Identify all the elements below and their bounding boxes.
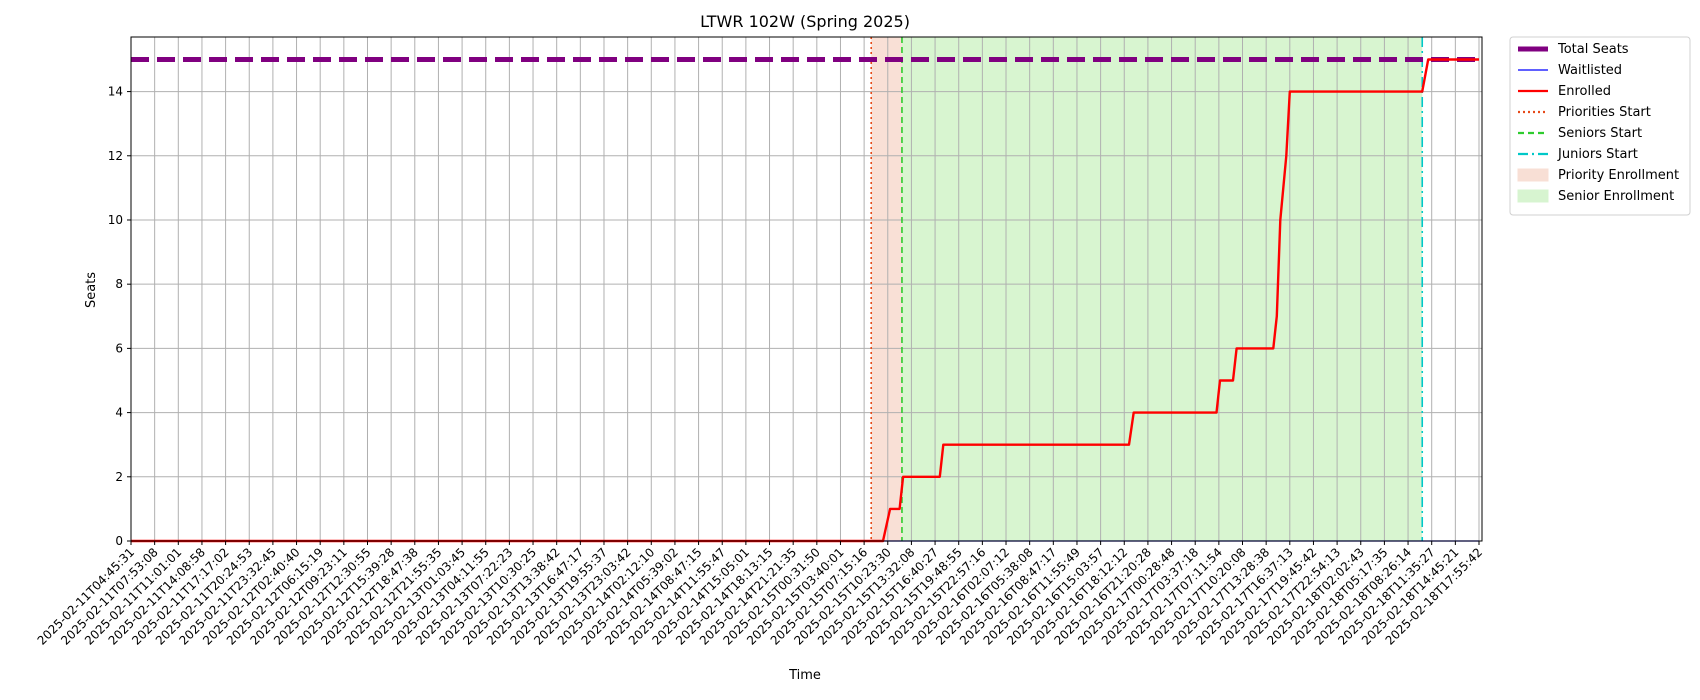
y-tick-label: 14 (108, 85, 123, 99)
legend-label: Seniors Start (1558, 126, 1642, 141)
series-enrolled (131, 58, 1479, 543)
legend: Total Seats Waitlisted Enrolled Priorities … (1509, 36, 1691, 216)
chart-title: LTWR 102W (Spring 2025) (700, 12, 910, 31)
legend-label: Juniors Start (1557, 147, 1638, 162)
plot-frame (130, 36, 1483, 542)
legend-label: Enrolled (1558, 84, 1611, 99)
y-tick-label: 2 (115, 470, 123, 484)
legend-label: Priorities Start (1558, 105, 1651, 120)
legend-swatch (1517, 168, 1549, 182)
region-senior-enrollment (901, 37, 1423, 541)
axes (130, 36, 1483, 542)
x-tick-labels: 2025-02-11T04:45:312025-02-11T07:53:0820… (35, 541, 1485, 648)
grid-lines (130, 37, 1482, 542)
y-tick-label: 8 (115, 277, 123, 291)
y-tick-label: 12 (108, 149, 123, 163)
y-tick-label: 4 (115, 406, 123, 420)
shaded-regions (871, 37, 1423, 541)
legend-label: Waitlisted (1558, 63, 1622, 78)
y-tick-label: 6 (115, 341, 123, 355)
y-tick-label: 10 (108, 213, 123, 227)
legend-label: Total Seats (1557, 42, 1629, 57)
y-tick-label: 0 (115, 534, 123, 548)
x-axis-label: Time (788, 668, 821, 683)
legend-label: Senior Enrollment (1558, 189, 1674, 204)
y-axis-label: Seats (84, 272, 99, 308)
region-priority-enrollment (871, 37, 902, 541)
legend-swatch (1517, 189, 1549, 203)
legend-label: Priority Enrollment (1558, 168, 1679, 183)
phase-markers (870, 37, 1424, 541)
y-tick-labels: 0 2 4 6 8 10 12 14 (108, 85, 131, 548)
legend-box (1509, 36, 1691, 216)
